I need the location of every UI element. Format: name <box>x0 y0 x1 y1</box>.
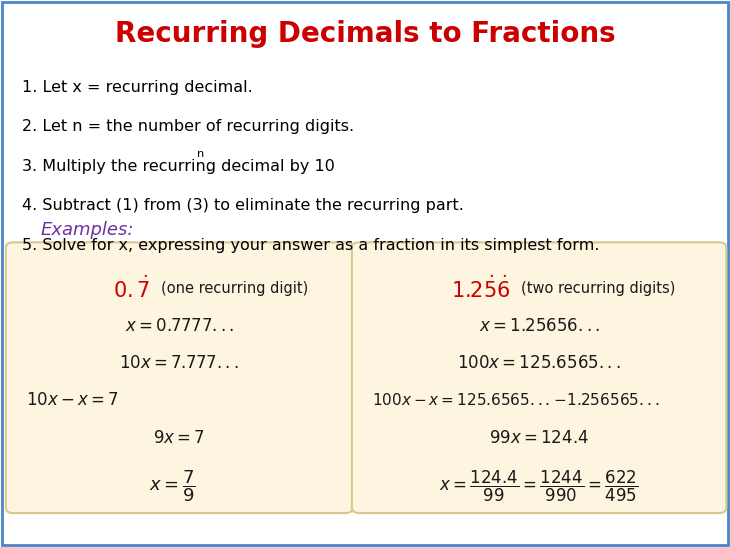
Text: $9x = 7$: $9x = 7$ <box>153 429 205 446</box>
Text: $100x - x = 125.6565...\!-\!1.256565...$: $100x - x = 125.6565...\!-\!1.256565...$ <box>372 392 660 409</box>
Text: $x = 0.7777...$: $x = 0.7777...$ <box>125 317 234 335</box>
Text: $10x - x = 7$: $10x - x = 7$ <box>26 392 119 409</box>
Text: (one recurring digit): (one recurring digit) <box>161 281 308 296</box>
Text: $10x = 7.777...$: $10x = 7.777...$ <box>119 354 239 372</box>
Text: Examples:: Examples: <box>40 221 134 238</box>
Text: $100x = 125.6565...$: $100x = 125.6565...$ <box>457 354 621 372</box>
Text: $x = 1.25656...$: $x = 1.25656...$ <box>479 317 599 335</box>
Text: $0.\dot{7}$: $0.\dot{7}$ <box>112 276 150 302</box>
Text: 3. Multiply the recurring decimal by 10: 3. Multiply the recurring decimal by 10 <box>22 159 335 174</box>
Text: Recurring Decimals to Fractions: Recurring Decimals to Fractions <box>115 20 615 48</box>
Text: (two recurring digits): (two recurring digits) <box>520 281 675 296</box>
Text: $99x = 124.4$: $99x = 124.4$ <box>489 429 589 446</box>
FancyBboxPatch shape <box>6 242 353 513</box>
Text: n: n <box>197 149 204 159</box>
Text: .: . <box>205 159 210 174</box>
Text: 4. Subtract (1) from (3) to eliminate the recurring part.: 4. Subtract (1) from (3) to eliminate th… <box>22 198 464 213</box>
Text: 5. Solve for x, expressing your answer as a fraction in its simplest form.: 5. Solve for x, expressing your answer a… <box>22 237 599 253</box>
Text: $x = \dfrac{7}{9}$: $x = \dfrac{7}{9}$ <box>149 468 195 504</box>
Text: 2. Let n = the number of recurring digits.: 2. Let n = the number of recurring digit… <box>22 119 354 135</box>
Text: $x = \dfrac{124.4}{99} = \dfrac{1244}{990} = \dfrac{622}{495}$: $x = \dfrac{124.4}{99} = \dfrac{1244}{99… <box>439 468 639 504</box>
Text: $1.2\dot{5}\dot{6}$: $1.2\dot{5}\dot{6}$ <box>450 276 510 302</box>
FancyBboxPatch shape <box>352 242 726 513</box>
Text: 1. Let x = recurring decimal.: 1. Let x = recurring decimal. <box>22 80 253 95</box>
